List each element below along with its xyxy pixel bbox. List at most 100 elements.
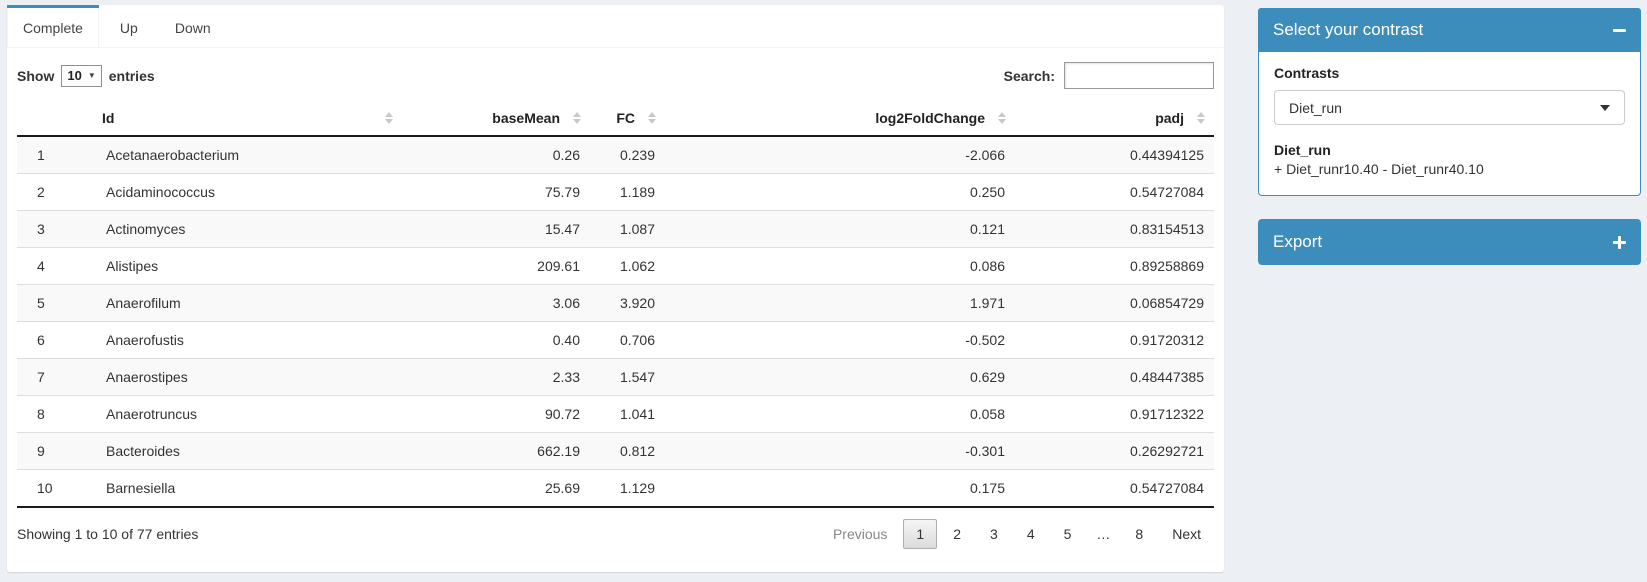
cell-FC: 1.041 bbox=[590, 395, 665, 433]
table-row[interactable]: 5 Anaerofilum 3.06 3.920 1.971 0.06854729 bbox=[17, 284, 1214, 322]
tab-down-label[interactable]: Down bbox=[174, 20, 211, 36]
contrast-panel-header[interactable]: Select your contrast bbox=[1258, 8, 1641, 52]
cell-padj: 0.48447385 bbox=[1015, 358, 1214, 396]
cell-padj: 0.54727084 bbox=[1015, 173, 1214, 211]
plus-icon[interactable] bbox=[1613, 235, 1626, 249]
tab-complete-label[interactable]: Complete bbox=[7, 8, 99, 47]
cell-log2FoldChange: 0.058 bbox=[665, 395, 1015, 433]
search-input[interactable] bbox=[1064, 62, 1214, 89]
tab-complete[interactable]: Complete bbox=[7, 5, 99, 47]
contrast-panel-body: Contrasts Diet_run Diet_run + Diet_runr1… bbox=[1259, 52, 1640, 195]
cell-index: 8 bbox=[17, 395, 92, 433]
contrasts-select[interactable]: Diet_run bbox=[1274, 90, 1625, 125]
table-row[interactable]: 10 Barnesiella 25.69 1.129 0.175 0.54727084 bbox=[17, 469, 1214, 508]
table-row[interactable]: 7 Anaerostipes 2.33 1.547 0.629 0.48447385 bbox=[17, 358, 1214, 396]
minus-icon[interactable] bbox=[1613, 28, 1626, 32]
column-header-baseMean[interactable]: baseMean bbox=[402, 101, 590, 137]
contrasts-label: Contrasts bbox=[1274, 65, 1340, 81]
table-row[interactable]: 1 Acetanaerobacterium 0.26 0.239 -2.066 0.443… bbox=[17, 136, 1214, 174]
table-row[interactable]: 8 Anaerotruncus 90.72 1.041 0.058 0.91712322 bbox=[17, 395, 1214, 433]
page-button-5[interactable]: 5 bbox=[1063, 526, 1072, 542]
sort-icon bbox=[573, 112, 581, 124]
results-tab-box: Complete Up Down Show 10 ▼ entries Searc… bbox=[7, 5, 1224, 572]
column-header-label: FC bbox=[616, 110, 635, 126]
page-button-1[interactable]: 1 bbox=[903, 519, 938, 549]
cell-log2FoldChange: 0.629 bbox=[665, 358, 1015, 396]
cell-baseMean: 0.26 bbox=[402, 136, 590, 174]
export-panel: Export bbox=[1258, 219, 1641, 265]
cell-baseMean: 662.19 bbox=[402, 432, 590, 470]
cell-padj: 0.26292721 bbox=[1015, 432, 1214, 470]
cell-log2FoldChange: -0.301 bbox=[665, 432, 1015, 470]
cell-Id: Bacteroides bbox=[92, 432, 402, 470]
tab-down[interactable]: Down bbox=[159, 5, 227, 47]
cell-FC: 1.129 bbox=[590, 469, 665, 508]
table-row[interactable]: 6 Anaerofustis 0.40 0.706 -0.502 0.91720312 bbox=[17, 321, 1214, 359]
cell-baseMean: 15.47 bbox=[402, 210, 590, 248]
page-button-4[interactable]: 4 bbox=[1026, 526, 1035, 542]
cell-FC: 3.920 bbox=[590, 284, 665, 322]
cell-log2FoldChange: 0.086 bbox=[665, 247, 1015, 285]
show-label: Show bbox=[17, 67, 55, 84]
table-row[interactable]: 2 Acidaminococcus 75.79 1.189 0.250 0.5472708… bbox=[17, 173, 1214, 211]
cell-FC: 1.062 bbox=[590, 247, 665, 285]
cell-index: 5 bbox=[17, 284, 92, 322]
page-button-2[interactable]: 2 bbox=[953, 526, 962, 542]
cell-log2FoldChange: 0.250 bbox=[665, 173, 1015, 211]
page-length-select[interactable]: 10 ▼ bbox=[61, 64, 102, 87]
column-header-FC[interactable]: FC bbox=[590, 101, 665, 137]
page-button-3[interactable]: 3 bbox=[990, 526, 998, 542]
table-row[interactable]: 9 Bacteroides 662.19 0.812 -0.301 0.26292721 bbox=[17, 432, 1214, 470]
pagination: Previous 1 2 3 4 5 … 8 Next bbox=[817, 519, 1214, 549]
column-header-padj[interactable]: padj bbox=[1015, 101, 1214, 137]
column-header-label: padj bbox=[1155, 110, 1184, 126]
table-header-row: Id baseMean FC log2FoldChange padj bbox=[17, 101, 1214, 137]
cell-baseMean: 90.72 bbox=[402, 395, 590, 433]
cell-FC: 1.087 bbox=[590, 210, 665, 248]
cell-log2FoldChange: 1.971 bbox=[665, 284, 1015, 322]
cell-padj: 0.06854729 bbox=[1015, 284, 1214, 322]
cell-baseMean: 25.69 bbox=[402, 469, 590, 508]
tab-up[interactable]: Up bbox=[104, 5, 154, 47]
cell-Id: Anaerofustis bbox=[92, 321, 402, 359]
cell-log2FoldChange: 0.175 bbox=[665, 469, 1015, 508]
page-button-Previous[interactable]: Previous bbox=[832, 526, 888, 542]
cell-FC: 1.189 bbox=[590, 173, 665, 211]
cell-baseMean: 2.33 bbox=[402, 358, 590, 396]
contrast-panel: Select your contrast Contrasts Diet_run … bbox=[1258, 8, 1641, 196]
chevron-down-icon: ▼ bbox=[87, 70, 96, 80]
cell-padj: 0.91712322 bbox=[1015, 395, 1214, 433]
table-row[interactable]: 3 Actinomyces 15.47 1.087 0.121 0.83154513 bbox=[17, 210, 1214, 248]
column-header-label: log2FoldChange bbox=[875, 110, 985, 126]
cell-index: 1 bbox=[17, 136, 92, 174]
export-panel-header[interactable]: Export bbox=[1258, 219, 1641, 265]
cell-index: 2 bbox=[17, 173, 92, 211]
contrast-panel-title: Select your contrast bbox=[1273, 20, 1424, 39]
column-header-Id[interactable]: Id bbox=[92, 101, 402, 137]
column-header-label: baseMean bbox=[492, 110, 560, 126]
sort-icon bbox=[998, 112, 1006, 124]
cell-Id: Actinomyces bbox=[92, 210, 402, 248]
table-row[interactable]: 4 Alistipes 209.61 1.062 0.086 0.89258869 bbox=[17, 247, 1214, 285]
cell-FC: 0.706 bbox=[590, 321, 665, 359]
chevron-down-icon bbox=[1600, 104, 1610, 111]
cell-FC: 0.812 bbox=[590, 432, 665, 470]
cell-padj: 0.54727084 bbox=[1015, 469, 1214, 508]
search-control: Search: bbox=[1004, 62, 1214, 89]
column-header-log2FoldChange[interactable]: log2FoldChange bbox=[665, 101, 1015, 137]
cell-index: 7 bbox=[17, 358, 92, 396]
cell-padj: 0.91720312 bbox=[1015, 321, 1214, 359]
cell-Id: Barnesiella bbox=[92, 469, 402, 508]
cell-index: 9 bbox=[17, 432, 92, 470]
cell-baseMean: 3.06 bbox=[402, 284, 590, 322]
tab-up-label[interactable]: Up bbox=[119, 20, 138, 36]
page-button-8[interactable]: 8 bbox=[1135, 526, 1144, 542]
search-label: Search: bbox=[1003, 67, 1055, 84]
cell-padj: 0.83154513 bbox=[1015, 210, 1214, 248]
cell-index: 10 bbox=[17, 469, 92, 508]
page-button-Next[interactable]: Next bbox=[1172, 526, 1201, 542]
cell-Id: Anaerostipes bbox=[92, 358, 402, 396]
cell-index: 3 bbox=[17, 210, 92, 248]
cell-baseMean: 209.61 bbox=[402, 247, 590, 285]
sort-icon bbox=[1197, 112, 1205, 124]
